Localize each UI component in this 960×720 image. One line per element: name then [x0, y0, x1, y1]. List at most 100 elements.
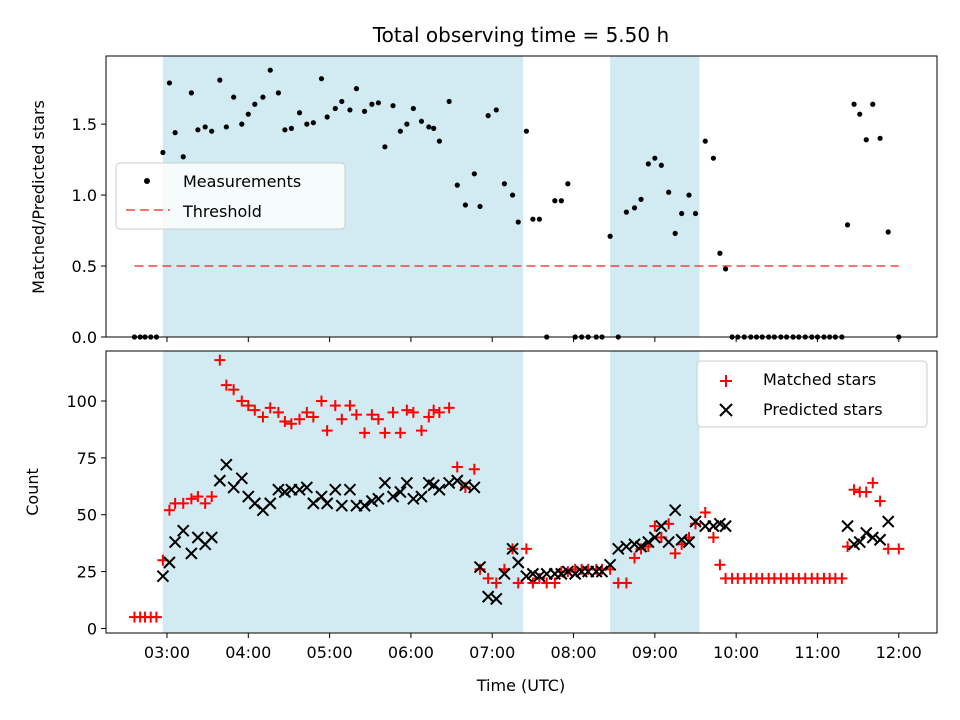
bottom-y-tick-label: 75	[77, 449, 97, 468]
matched-star-point	[699, 506, 711, 518]
predicted-star-point	[707, 519, 720, 533]
predicted-star-point	[675, 533, 688, 546]
bottom-legend: Matched stars Predicted stars	[696, 360, 928, 428]
measurement-point	[353, 86, 360, 92]
measurement-point	[209, 128, 215, 134]
top-legend-box	[115, 162, 346, 230]
matched-star-point	[206, 491, 218, 503]
predicted-star-point	[662, 535, 675, 549]
matched-star-point	[192, 491, 204, 503]
predicted-star-point	[451, 474, 464, 487]
measurement-point	[369, 101, 375, 107]
predicted-star-point	[866, 531, 879, 544]
x-tick-label: 04:00	[225, 643, 271, 662]
predicted-star-point	[882, 515, 895, 528]
matched-star-point	[394, 427, 406, 439]
measurement-point	[877, 135, 883, 141]
predicted-star-point	[526, 567, 540, 581]
x-tick-label: 10:00	[713, 643, 759, 662]
measurement-point	[245, 111, 251, 117]
legend-measurements-label: Measurements	[183, 172, 301, 191]
x-tick-label: 11:00	[794, 643, 840, 662]
bottom-y-tick-label: 25	[77, 563, 97, 582]
matched-star-point	[520, 543, 532, 555]
matched-star-point	[214, 354, 226, 366]
predicted-star-point	[668, 503, 682, 517]
measurement-point	[310, 120, 316, 126]
predicted-star-point	[220, 458, 233, 471]
predicted-star-point	[185, 547, 198, 560]
matched-star-point	[249, 404, 261, 416]
matched-star-point	[279, 416, 291, 427]
bottom-y-axis-label: Count	[23, 468, 42, 516]
measurement-point	[857, 111, 863, 117]
matched-star-point	[882, 543, 894, 555]
x-tick-label: 12:00	[876, 643, 922, 662]
bottom-axes: 0 25 50 75 100 03:00 04:00 05:00 06:00 07:00 08:00…	[66, 392, 921, 662]
measurement-point	[692, 210, 699, 217]
legend-predicted-label: Predicted stars	[763, 400, 883, 419]
measurement-point	[717, 250, 723, 256]
measurement-point	[851, 101, 857, 107]
matched-star-point	[264, 402, 276, 414]
measurement-point	[288, 125, 294, 131]
predicted-star-point	[163, 556, 176, 569]
matched-star-point	[307, 411, 319, 423]
bottom-observing-spans	[162, 351, 700, 633]
measurement-point	[339, 98, 345, 105]
measurement-point	[195, 127, 201, 133]
legend-measurements-marker	[144, 178, 150, 184]
predicted-star-point	[264, 497, 277, 510]
matched-star-point	[228, 384, 240, 396]
predicted-star-point	[628, 538, 641, 551]
predicted-star-point	[648, 531, 662, 544]
matched-star-point	[366, 409, 378, 421]
matched-star-point	[451, 461, 463, 473]
measurement-point	[180, 154, 186, 160]
predicted-star-point	[394, 485, 407, 499]
predicted-star-point	[358, 499, 371, 512]
matched-star-point	[344, 400, 356, 412]
measurement-point	[436, 138, 442, 144]
predicted-star-point	[555, 567, 568, 581]
predicted-star-point	[335, 499, 349, 512]
matched-star-point	[315, 395, 327, 407]
predicted-star-point	[512, 556, 525, 569]
matched-star-point	[468, 463, 480, 475]
measurement-point	[426, 124, 432, 130]
measurement-point	[282, 127, 288, 133]
matched-star-point	[401, 404, 413, 416]
chart-title: Total observing time = 5.50 h	[372, 23, 669, 47]
measurement-point	[454, 182, 460, 188]
predicted-star-point	[603, 558, 617, 571]
predicted-star-point	[719, 519, 732, 533]
measurement-point	[361, 108, 368, 114]
measurement-point	[870, 101, 876, 107]
measurement-point	[710, 155, 716, 161]
measurement-point	[485, 113, 491, 119]
predicted-star-point	[860, 526, 873, 540]
predicted-star-point	[278, 485, 292, 499]
predicted-star-point	[205, 531, 218, 544]
bottom-observing-span	[610, 351, 700, 633]
matched-star-point	[415, 425, 427, 437]
predicted-star-point	[481, 590, 495, 603]
predicted-star-point	[415, 490, 428, 503]
matched-star-point	[629, 552, 641, 564]
predicted-star-point	[689, 515, 702, 528]
measurement-point	[217, 77, 223, 83]
x-axis-label: Time (UTC)	[476, 676, 565, 695]
legend-matched-label: Matched stars	[763, 370, 876, 389]
bottom-panel: 0 25 50 75 100 03:00 04:00 05:00 06:00 07:00 08:00…	[23, 350, 938, 695]
measurement-point	[418, 118, 425, 124]
predicted-star-point	[590, 565, 603, 578]
measurement-point	[166, 80, 173, 86]
measurement-point	[509, 192, 516, 198]
measurement-point	[471, 171, 477, 177]
measurement-point	[223, 124, 229, 130]
predicted-star-point	[272, 483, 285, 496]
matched-star-point	[649, 520, 661, 532]
predicted-star-point	[473, 560, 487, 574]
matched-star-point	[350, 409, 362, 421]
matched-star-point	[177, 497, 189, 509]
